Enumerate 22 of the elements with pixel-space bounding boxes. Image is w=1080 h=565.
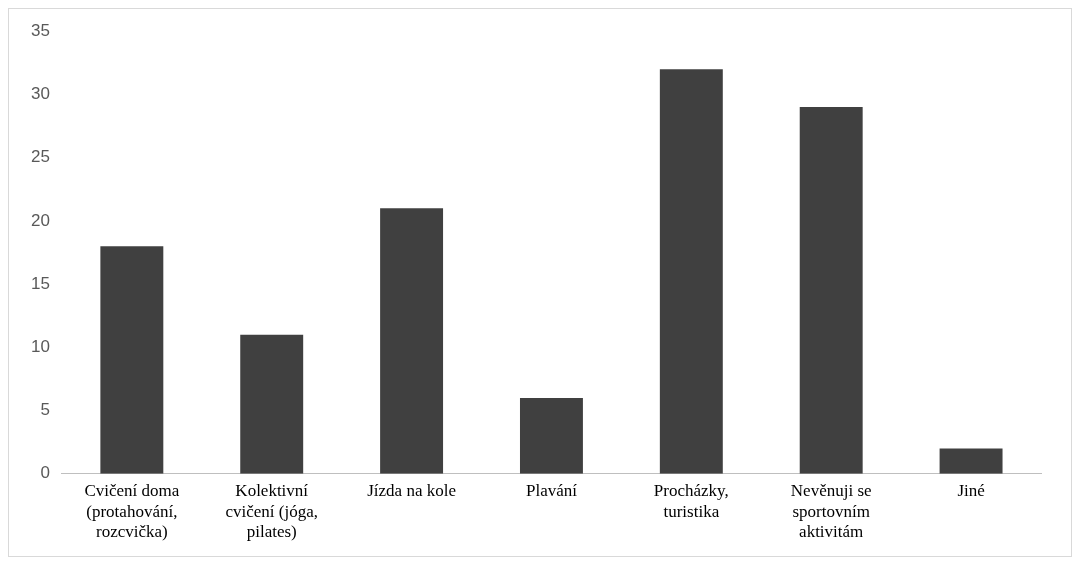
y-tick-label: 30 xyxy=(30,84,50,104)
y-tick-label: 25 xyxy=(30,147,50,167)
x-tick-label: Procházky, turistika xyxy=(653,481,729,521)
x-tick-label: Jiné xyxy=(957,481,985,501)
bar xyxy=(939,448,1003,474)
x-tick-label: Plavání xyxy=(525,481,578,501)
y-tick-label: 35 xyxy=(30,20,50,40)
bar xyxy=(519,397,583,474)
x-tick-label: Jízda na kole xyxy=(367,481,456,501)
y-tick-label: 15 xyxy=(30,273,50,293)
y-tick-label: 0 xyxy=(40,463,50,483)
x-tick-label: Cvičení doma (protahování, rozcvička) xyxy=(84,481,180,542)
bar xyxy=(659,69,723,474)
bar xyxy=(380,208,444,474)
x-tick-label: Kolektivní cvičení (jóga, pilates) xyxy=(225,481,318,542)
y-tick-label: 5 xyxy=(40,400,50,420)
bar xyxy=(100,246,164,474)
y-tick-label: 10 xyxy=(30,337,50,357)
bar xyxy=(799,107,863,474)
y-tick-label: 20 xyxy=(30,210,50,230)
bar xyxy=(240,334,304,474)
x-tick-label: Nevěnuji se sportovním aktivitám xyxy=(790,481,872,542)
